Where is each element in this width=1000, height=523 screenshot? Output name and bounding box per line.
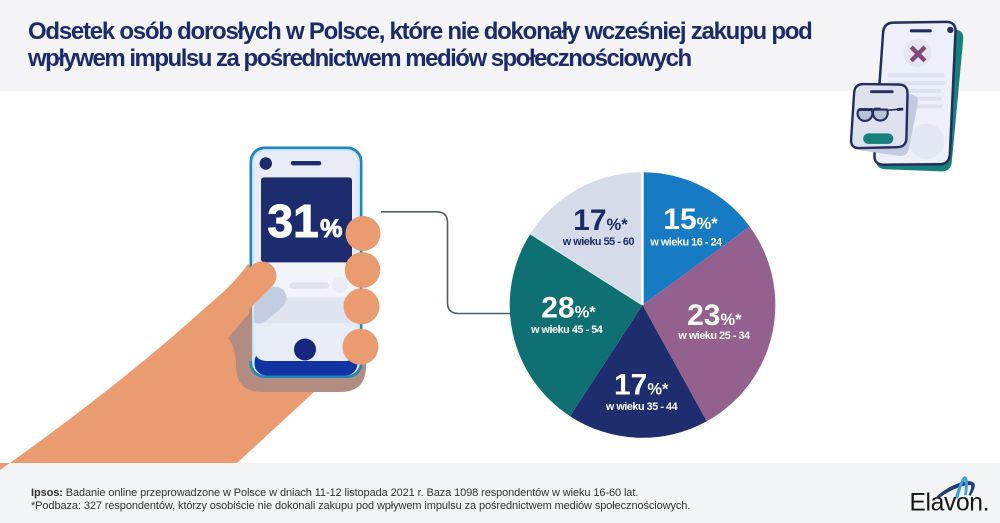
svg-text:Elavon.: Elavon.	[910, 490, 990, 517]
svg-text:w wieku 55 - 60: w wieku 55 - 60	[562, 236, 635, 248]
svg-text:w wieku 35 - 44: w wieku 35 - 44	[605, 401, 678, 413]
svg-text:17%*: 17%*	[614, 369, 669, 402]
svg-text:w wieku 25 - 34: w wieku 25 - 34	[677, 330, 750, 342]
svg-text:15%*: 15%*	[663, 203, 718, 236]
svg-text:w wieku 45 - 54: w wieku 45 - 54	[530, 324, 603, 336]
svg-text:w wieku 16 - 24: w wieku 16 - 24	[649, 237, 722, 249]
